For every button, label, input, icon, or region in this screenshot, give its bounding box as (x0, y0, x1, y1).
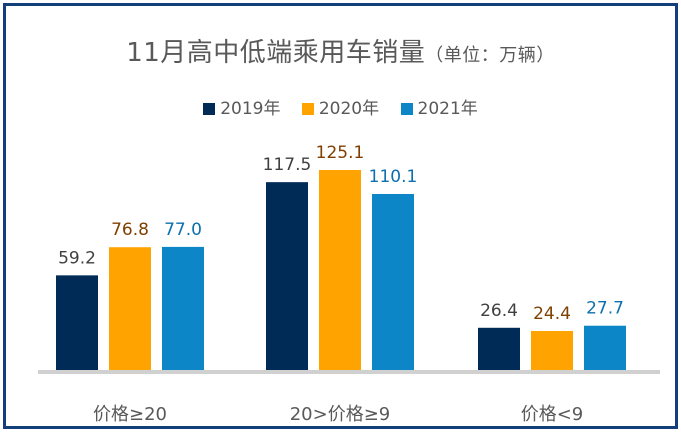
data-label-ge20-2020: 76.8 (111, 220, 149, 240)
legend-swatch-2020 (301, 103, 314, 115)
bar-9to20-2020 (319, 170, 361, 370)
bar-9to20-2019 (266, 182, 308, 370)
legend-label-2020: 2020年 (318, 99, 380, 119)
chart-title: 11月高中低端乘用车销量（单位：万辆） (0, 32, 681, 69)
legend-item-2020: 2020年 (301, 94, 380, 119)
category-label-9to20: 20>价格≥9 (290, 404, 391, 425)
legend-label-2019: 2019年 (220, 99, 281, 119)
bar-lt9-2021 (584, 325, 626, 370)
legend-label-2021: 2021年 (417, 99, 478, 119)
legend-item-2021: 2021年 (400, 94, 478, 119)
bar-lt9-2019 (478, 327, 520, 370)
data-label-lt9-2020: 24.4 (533, 304, 571, 324)
bar-ge20-2020 (109, 247, 151, 370)
data-label-9to20-2020: 125.1 (316, 143, 365, 163)
bar-ge20-2021 (162, 246, 204, 370)
category-label-ge20: 价格≥20 (93, 404, 167, 425)
data-label-lt9-2021: 27.7 (586, 299, 624, 319)
data-label-ge20-2021: 77.0 (164, 220, 202, 240)
legend-swatch-2021 (400, 103, 413, 115)
data-label-9to20-2021: 110.1 (369, 167, 418, 187)
category-label-lt9: 价格<9 (521, 404, 584, 425)
bar-9to20-2021 (372, 193, 414, 370)
legend-swatch-2019 (203, 103, 216, 115)
data-label-ge20-2019: 59.2 (58, 248, 96, 268)
legend: 2019年 2020年 2021年 (0, 94, 681, 119)
chart-title-text: 11月高中低端乘用车销量 (126, 38, 426, 68)
legend-item-2019: 2019年 (203, 94, 280, 119)
chart-frame (3, 3, 678, 429)
data-label-lt9-2019: 26.4 (480, 301, 518, 321)
bar-lt9-2020 (531, 330, 573, 370)
data-label-9to20-2019: 117.5 (263, 155, 312, 175)
chart-title-unit: （单位：万辆） (425, 45, 555, 66)
bar-ge20-2019 (56, 275, 98, 370)
